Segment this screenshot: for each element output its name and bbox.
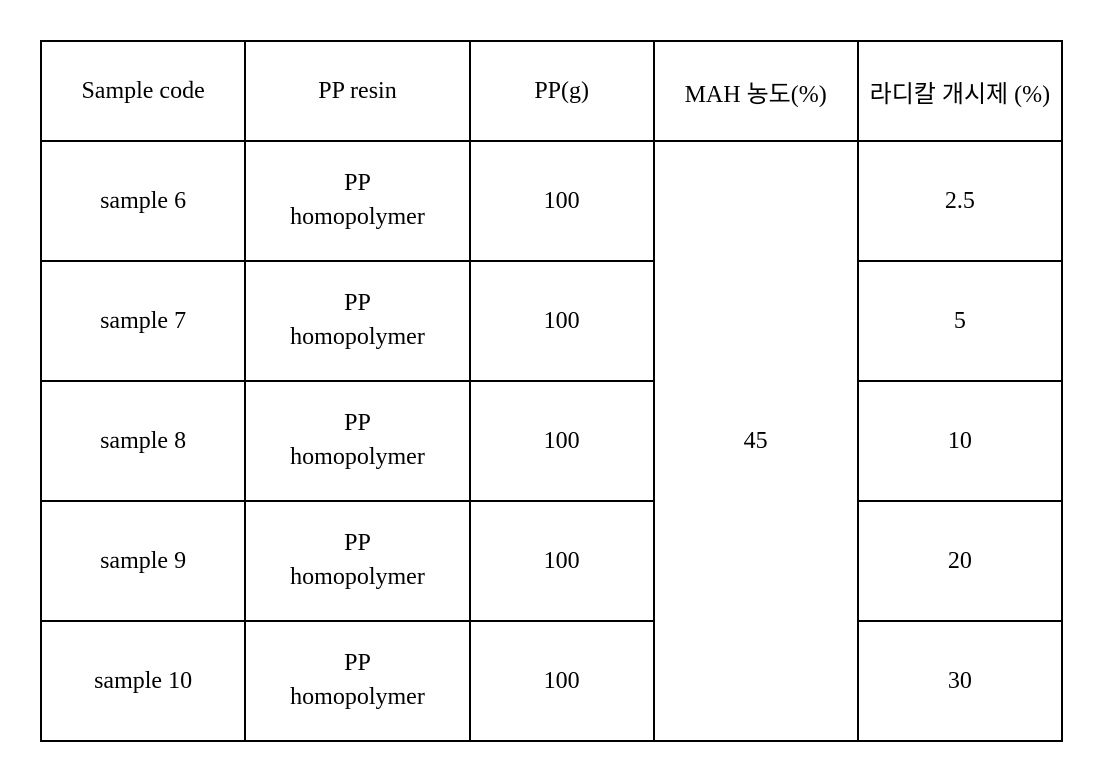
cell-radical: 5: [858, 261, 1062, 381]
cell-sample-code: sample 9: [41, 501, 245, 621]
cell-sample-code: sample 6: [41, 141, 245, 261]
col-header-pp-g: PP(g): [470, 41, 654, 141]
cell-pp-resin: PP homopolymer: [245, 501, 470, 621]
cell-pp-g: 100: [470, 621, 654, 741]
table-row: sample 6 PP homopolymer 100 45 2.5: [41, 141, 1062, 261]
col-header-sample-code: Sample code: [41, 41, 245, 141]
cell-pp-resin: PP homopolymer: [245, 381, 470, 501]
cell-radical: 10: [858, 381, 1062, 501]
cell-pp-g: 100: [470, 141, 654, 261]
table-header-row: Sample code PP resin PP(g) MAH 농도(%) 라디칼…: [41, 41, 1062, 141]
cell-radical: 2.5: [858, 141, 1062, 261]
cell-pp-g: 100: [470, 381, 654, 501]
table-row: sample 10 PP homopolymer 100 30: [41, 621, 1062, 741]
pp-resin-line2: homopolymer: [290, 444, 425, 470]
cell-sample-code: sample 10: [41, 621, 245, 741]
pp-resin-line2: homopolymer: [290, 684, 425, 710]
cell-sample-code: sample 8: [41, 381, 245, 501]
cell-radical: 20: [858, 501, 1062, 621]
col-header-radical: 라디칼 개시제 (%): [858, 41, 1062, 141]
data-table: Sample code PP resin PP(g) MAH 농도(%) 라디칼…: [40, 40, 1063, 742]
cell-pp-resin: PP homopolymer: [245, 141, 470, 261]
cell-sample-code: sample 7: [41, 261, 245, 381]
table-row: sample 8 PP homopolymer 100 10: [41, 381, 1062, 501]
pp-resin-line1: PP: [344, 650, 371, 676]
cell-mah-merged: 45: [654, 141, 858, 741]
pp-resin-line1: PP: [344, 410, 371, 436]
cell-pp-resin: PP homopolymer: [245, 621, 470, 741]
cell-pp-g: 100: [470, 501, 654, 621]
data-table-container: Sample code PP resin PP(g) MAH 농도(%) 라디칼…: [40, 40, 1063, 742]
col-header-mah: MAH 농도(%): [654, 41, 858, 141]
table-row: sample 7 PP homopolymer 100 5: [41, 261, 1062, 381]
cell-radical: 30: [858, 621, 1062, 741]
table-row: sample 9 PP homopolymer 100 20: [41, 501, 1062, 621]
pp-resin-line1: PP: [344, 530, 371, 556]
pp-resin-line2: homopolymer: [290, 204, 425, 230]
cell-pp-resin: PP homopolymer: [245, 261, 470, 381]
pp-resin-line1: PP: [344, 290, 371, 316]
pp-resin-line1: PP: [344, 170, 371, 196]
col-header-pp-resin: PP resin: [245, 41, 470, 141]
cell-pp-g: 100: [470, 261, 654, 381]
pp-resin-line2: homopolymer: [290, 324, 425, 350]
pp-resin-line2: homopolymer: [290, 564, 425, 590]
